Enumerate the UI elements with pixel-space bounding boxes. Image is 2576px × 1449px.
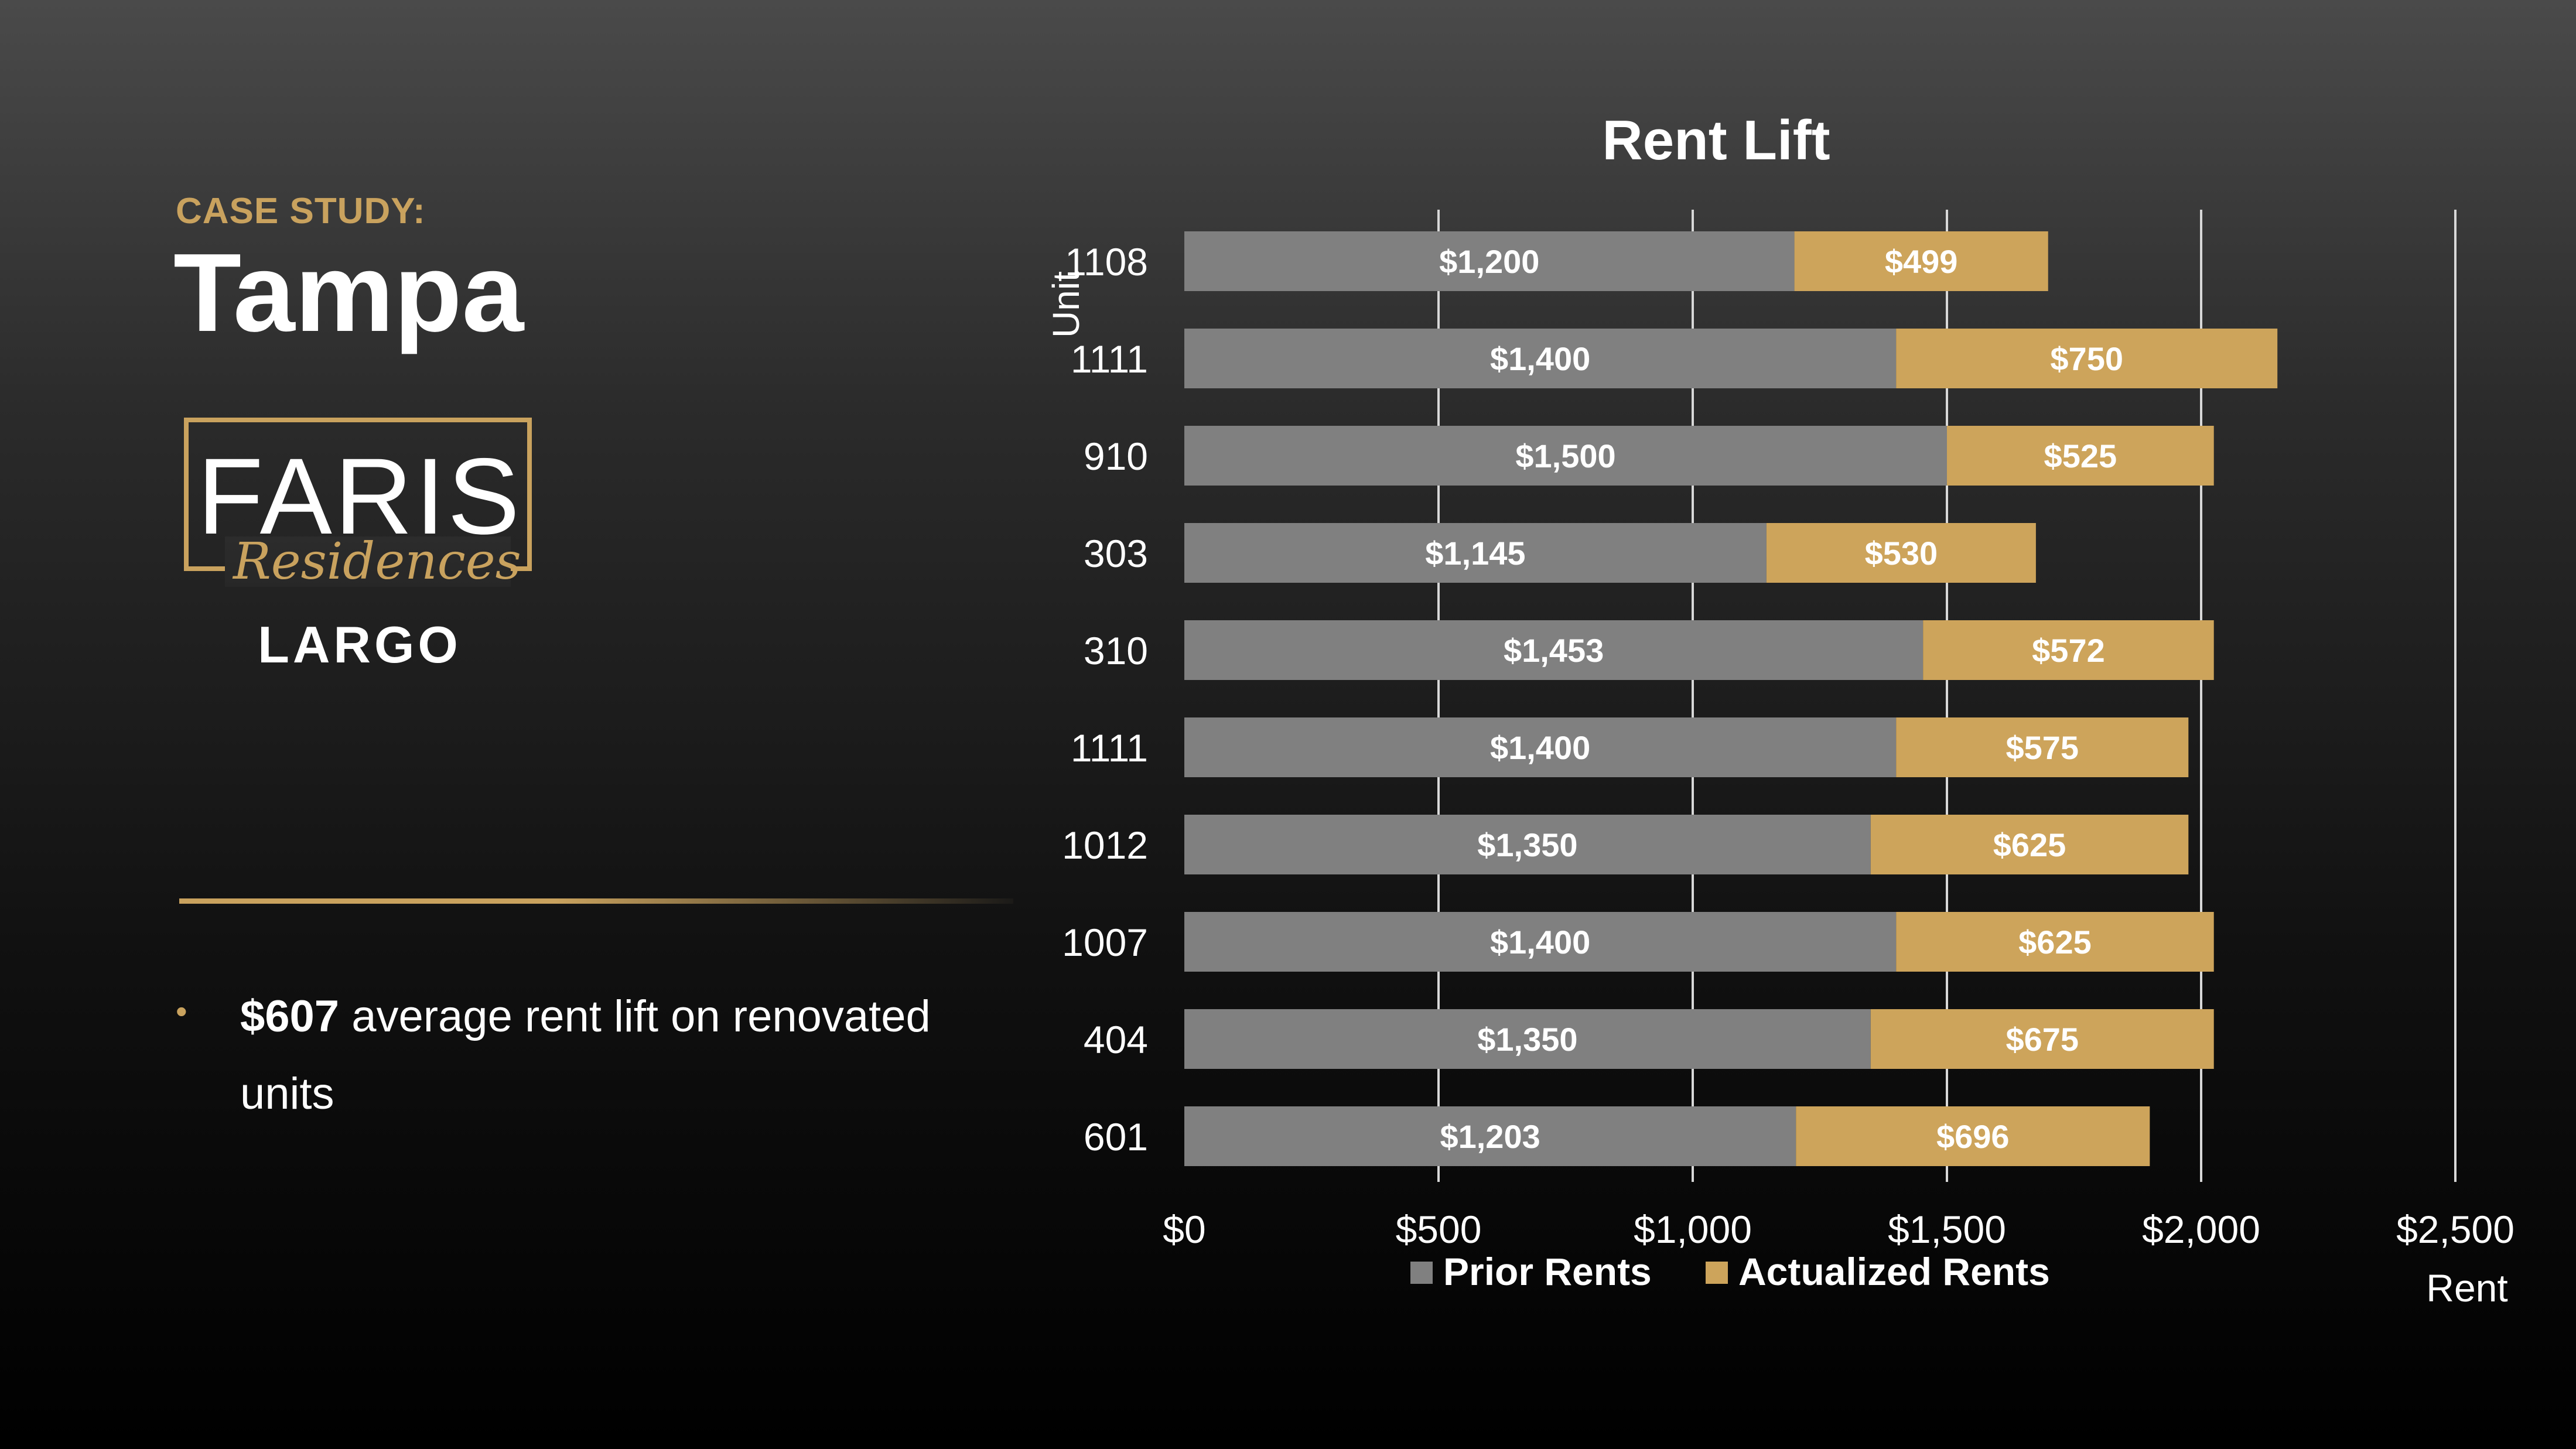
chart-title: Rent Lift — [1602, 109, 1830, 172]
bar-actualized-rent — [1896, 329, 2278, 388]
x-tick-label: $0 — [1163, 1208, 1205, 1251]
logo-location: LARGO — [258, 616, 462, 674]
y-tick-label: 404 — [1084, 1018, 1148, 1061]
y-tick-label: 1111 — [1071, 726, 1148, 770]
highlight-text: $607 average rent lift on renovated unit… — [240, 978, 1025, 1133]
bar-label-actualized-rent: $625 — [2018, 924, 2092, 961]
y-tick-label: 601 — [1084, 1115, 1148, 1158]
bar-actualized-rent — [1896, 912, 2214, 972]
bar-prior-rent — [1184, 815, 1871, 874]
x-tick-label: $1,500 — [1888, 1208, 2006, 1251]
rent-lift-chart: Rent Lift $1,200 $499 1108 $1,400 $750 1111 $1,… — [1031, 0, 2576, 1449]
bar-label-actualized-rent: $696 — [1936, 1118, 2010, 1155]
section-divider — [179, 898, 1013, 904]
bar-prior-rent — [1184, 231, 1795, 291]
bar-prior-rent — [1184, 620, 1924, 680]
y-tick-label: 1108 — [1065, 240, 1148, 283]
bar-prior-rent — [1184, 426, 1947, 486]
y-tick-label: 910 — [1084, 435, 1148, 478]
bar-prior-rent — [1184, 1106, 1796, 1166]
bar-label-actualized-rent: $525 — [2044, 438, 2117, 474]
highlight-value: $607 — [240, 992, 340, 1041]
x-tick-label: $500 — [1396, 1208, 1482, 1251]
legend-label-prior-rents: Prior Rents — [1443, 1250, 1652, 1293]
y-tick-label: 1111 — [1071, 337, 1148, 381]
bar-actualized-rent — [1947, 426, 2214, 486]
bar-label-prior-rent: $1,200 — [1439, 243, 1539, 280]
x-tick-label: $2,500 — [2396, 1208, 2514, 1251]
y-axis-title: Unit — [1045, 271, 1087, 338]
case-study-eyebrow: CASE STUDY: — [176, 191, 426, 231]
bar-actualized-rent — [1870, 1009, 2214, 1069]
y-tick-label: 310 — [1084, 629, 1148, 672]
bar-label-prior-rent: $1,145 — [1425, 535, 1525, 572]
bar-prior-rent — [1184, 523, 1767, 583]
bar-label-actualized-rent: $572 — [2032, 632, 2105, 669]
y-tick-label: 1007 — [1062, 921, 1148, 964]
bar-label-prior-rent: $1,400 — [1490, 340, 1590, 377]
x-tick-label: $1,000 — [1634, 1208, 1752, 1251]
legend-swatch-prior-rents — [1410, 1262, 1433, 1284]
legend-label-actualized-rents: Actualized Rents — [1738, 1250, 2050, 1293]
logo-wordmark: FARIS — [197, 436, 522, 557]
bar-actualized-rent — [1796, 1106, 2150, 1166]
bar-label-prior-rent: $1,350 — [1477, 826, 1577, 863]
bar-label-prior-rent: $1,400 — [1490, 729, 1590, 766]
bar-prior-rent — [1184, 717, 1897, 777]
bar-actualized-rent — [1766, 523, 2036, 583]
bar-label-actualized-rent: $675 — [2006, 1021, 2079, 1058]
bar-actualized-rent — [1923, 620, 2214, 680]
bar-label-actualized-rent: $530 — [1865, 535, 1938, 572]
y-tick-label: 1012 — [1062, 823, 1148, 867]
bar-prior-rent — [1184, 329, 1897, 388]
rent-lift-chart-svg: Rent Lift $1,200 $499 1108 $1,400 $750 1111 $1,… — [1045, 109, 2514, 1310]
x-axis-title: Rent — [2426, 1266, 2507, 1310]
bar-label-prior-rent: $1,500 — [1515, 438, 1615, 474]
logo-script: Residences — [225, 536, 521, 587]
bullet-dot-icon: • — [176, 993, 187, 1030]
bar-actualized-rent — [1870, 815, 2189, 874]
bar-prior-rent — [1184, 1009, 1871, 1069]
bar-actualized-rent — [1896, 717, 2189, 777]
faris-residences-logo: FARIS Residences — [184, 415, 535, 590]
bar-label-prior-rent: $1,203 — [1440, 1118, 1540, 1155]
bar-prior-rent — [1184, 912, 1897, 972]
highlight-description: average rent lift on renovated units — [240, 992, 931, 1119]
bar-label-prior-rent: $1,350 — [1477, 1021, 1577, 1058]
x-tick-label: $2,000 — [2142, 1208, 2260, 1251]
case-study-panel: CASE STUDY: Tampa FARIS Residences LARGO… — [0, 0, 1031, 1449]
city-title: Tampa — [173, 231, 524, 355]
bar-label-prior-rent: $1,400 — [1490, 924, 1590, 961]
bar-label-actualized-rent: $750 — [2050, 340, 2123, 377]
bar-label-actualized-rent: $499 — [1885, 243, 1958, 280]
bar-actualized-rent — [1794, 231, 2048, 291]
bar-label-prior-rent: $1,453 — [1504, 632, 1604, 669]
legend-swatch-actualized-rents — [1706, 1262, 1728, 1284]
bar-label-actualized-rent: $625 — [1993, 826, 2066, 863]
y-tick-label: 303 — [1084, 532, 1148, 575]
bar-label-actualized-rent: $575 — [2006, 729, 2079, 766]
